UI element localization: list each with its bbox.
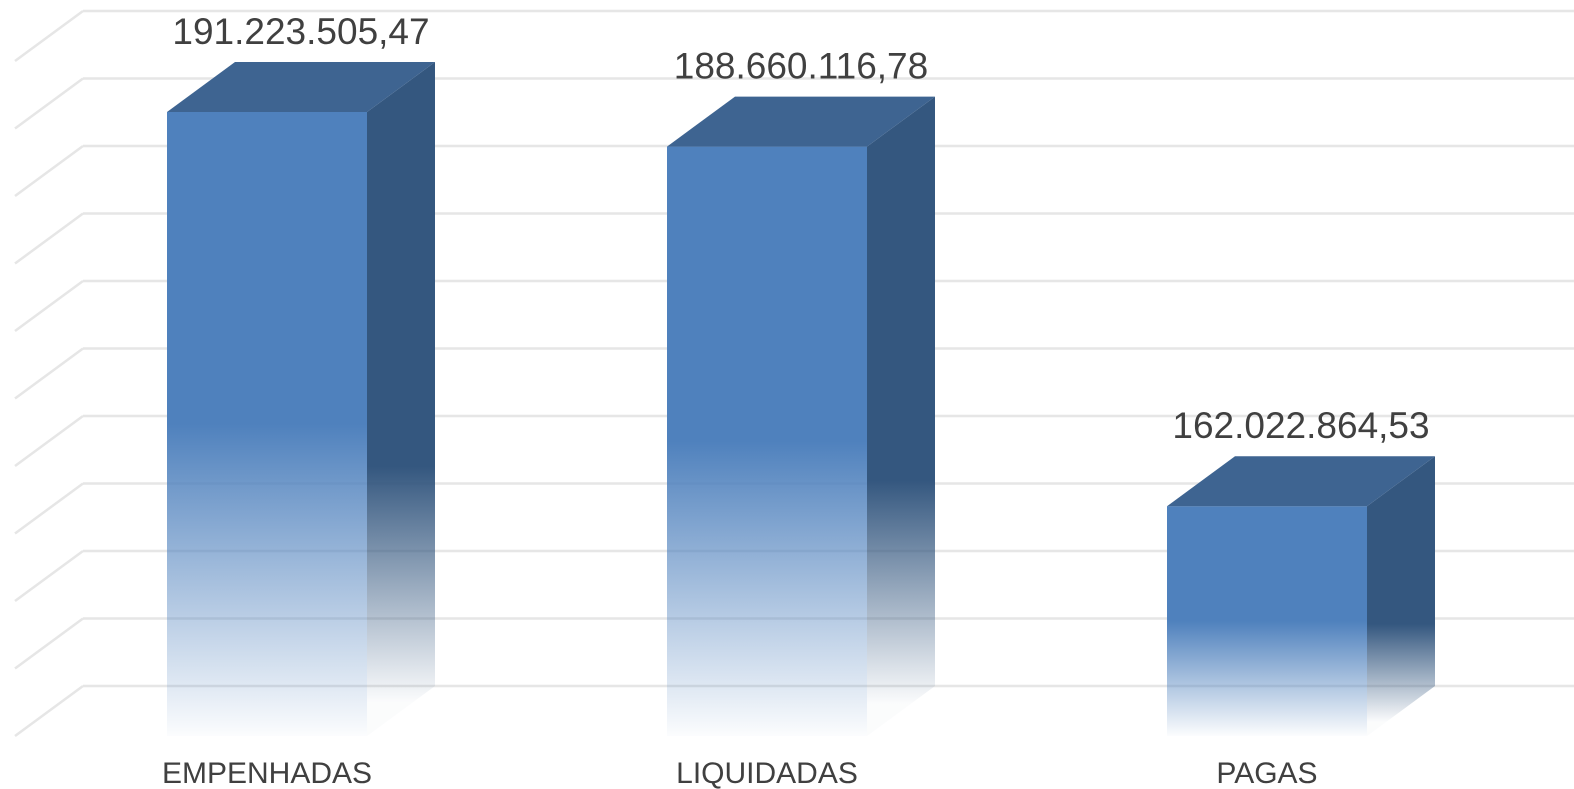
x-tick-label: LIQUIDADAS: [676, 757, 858, 789]
bar-top: [667, 96, 935, 147]
bar: [667, 146, 867, 736]
grid-line-side: [14, 482, 84, 535]
grid-line-side: [14, 549, 84, 603]
grid-line-side: [14, 144, 84, 198]
bar-side: [367, 61, 435, 737]
x-tick-label: EMPENHADAS: [162, 757, 372, 789]
grid-line-side: [14, 279, 84, 333]
value-label: 191.223.505,47: [172, 11, 429, 52]
grid-line-side: [14, 347, 84, 400]
bars: EMPENHADAS 191.223.505,47 LIQUIDADAS 188.66…: [162, 11, 1435, 789]
grid-line-side: [14, 617, 84, 670]
bar-side: [867, 96, 935, 736]
x-tick-label: PAGAS: [1216, 757, 1317, 789]
grid-line-side: [14, 9, 84, 63]
value-label: 188.660.116,78: [674, 46, 928, 87]
grid-line-side: [14, 414, 84, 468]
bar-side: [1367, 456, 1435, 736]
grid-line-side: [14, 212, 84, 265]
value-label: 162.022.864,53: [1172, 405, 1429, 446]
grid-line-side: [14, 684, 84, 738]
grid-line-side: [14, 77, 84, 130]
bar-top: [1167, 456, 1435, 507]
bar: [1167, 506, 1367, 736]
bar: [167, 111, 367, 737]
bar-top: [167, 61, 435, 112]
